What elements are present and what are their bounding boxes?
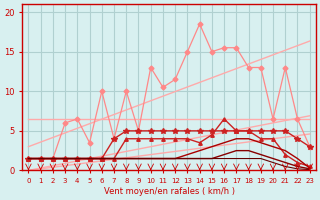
X-axis label: Vent moyen/en rafales ( km/h ): Vent moyen/en rafales ( km/h ) [104, 187, 235, 196]
